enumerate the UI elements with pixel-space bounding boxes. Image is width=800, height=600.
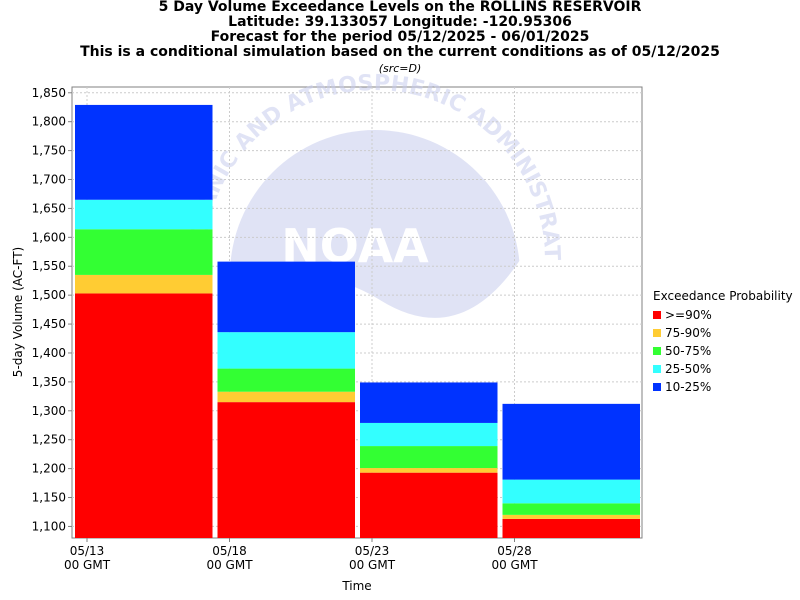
x-tick-label: 05/18 xyxy=(212,544,247,558)
bar-segment-25-50% xyxy=(502,479,640,504)
bar-segment-50-75% xyxy=(360,446,498,469)
bar-segment-50-75% xyxy=(75,229,213,275)
legend-items: >=90% 75-90% 50-75% 25-50% 10-25% xyxy=(653,306,793,396)
y-tick-label: 1,750 xyxy=(32,144,66,158)
x-tick-sublabel: 00 GMT xyxy=(206,558,253,572)
bar-segment-10-25% xyxy=(502,403,640,480)
bar-segment-10-25% xyxy=(217,261,355,333)
legend-item: 75-90% xyxy=(653,324,793,342)
legend-label: >=90% xyxy=(665,308,712,322)
x-tick-label: 05/28 xyxy=(497,544,532,558)
bar-segment-75-90% xyxy=(502,514,640,519)
bar-segment-25-50% xyxy=(75,199,213,230)
bar-segment-25-50% xyxy=(360,422,498,447)
bar-segment-75-90% xyxy=(75,274,213,294)
x-axis-label: Time xyxy=(341,579,371,593)
bar-segment-25-50% xyxy=(217,332,355,369)
title-line-3: Forecast for the period 05/12/2025 - 06/… xyxy=(210,29,590,45)
legend-label: 25-50% xyxy=(665,362,712,376)
y-tick-label: 1,100 xyxy=(32,519,66,533)
legend-item: >=90% xyxy=(653,306,793,324)
legend: Exceedance Probability >=90% 75-90% 50-75%… xyxy=(653,289,793,396)
bar-segment-75-90% xyxy=(217,391,355,403)
y-axis: 1,100 1,150 1,200 1,250 1,300 1,350 1,400 1,450… xyxy=(32,86,72,533)
x-tick-sublabel: 00 GMT xyxy=(64,558,111,572)
bar-segment-50-75% xyxy=(217,368,355,392)
x-tick-sublabel: 00 GMT xyxy=(491,558,538,572)
y-tick-label: 1,600 xyxy=(32,230,66,244)
y-tick-label: 1,150 xyxy=(32,491,66,505)
legend-item: 50-75% xyxy=(653,342,793,360)
legend-item: 10-25% xyxy=(653,378,793,396)
y-tick-label: 1,400 xyxy=(32,346,66,360)
legend-item: 25-50% xyxy=(653,360,793,378)
legend-label: 75-90% xyxy=(665,326,712,340)
y-tick-label: 1,550 xyxy=(32,259,66,273)
y-tick-label: 1,250 xyxy=(32,433,66,447)
legend-swatch xyxy=(653,383,661,391)
bar-segment->=90% xyxy=(217,402,355,538)
bar-segment-10-25% xyxy=(75,104,213,200)
legend-swatch xyxy=(653,365,661,373)
legend-swatch xyxy=(653,329,661,337)
bar-segment-50-75% xyxy=(502,503,640,515)
y-axis-label: 5-day Volume (AC-FT) xyxy=(11,247,25,377)
legend-title: Exceedance Probability xyxy=(653,289,793,303)
legend-label: 50-75% xyxy=(665,344,712,358)
title-line-4: This is a conditional simulation based o… xyxy=(80,44,720,60)
y-tick-label: 1,300 xyxy=(32,404,66,418)
y-tick-label: 1,350 xyxy=(32,375,66,389)
y-tick-label: 1,650 xyxy=(32,201,66,215)
legend-label: 10-25% xyxy=(665,380,712,394)
x-tick-sublabel: 00 GMT xyxy=(349,558,396,572)
x-tick-label: 05/23 xyxy=(355,544,390,558)
legend-swatch xyxy=(653,347,661,355)
title-line-2: Latitude: 39.133057 Longitude: -120.9530… xyxy=(228,14,572,30)
x-tick-label: 05/13 xyxy=(70,544,105,558)
bar-segment-75-90% xyxy=(360,468,498,473)
y-tick-label: 1,700 xyxy=(32,173,66,187)
bar-segment->=90% xyxy=(360,472,498,538)
y-tick-label: 1,450 xyxy=(32,317,66,331)
y-tick-label: 1,800 xyxy=(32,115,66,129)
bars-group xyxy=(75,104,640,538)
bar-segment->=90% xyxy=(75,293,213,538)
y-tick-label: 1,850 xyxy=(32,86,66,100)
bar-segment->=90% xyxy=(502,518,640,538)
bar-segment-10-25% xyxy=(360,382,498,423)
source-label: (src=D) xyxy=(378,62,422,75)
y-tick-label: 1,500 xyxy=(32,288,66,302)
y-tick-label: 1,200 xyxy=(32,462,66,476)
title-line-1: 5 Day Volume Exceedance Levels on the RO… xyxy=(158,0,642,15)
chart-titles: 5 Day Volume Exceedance Levels on the RO… xyxy=(0,0,800,76)
grid-lines xyxy=(72,87,642,538)
legend-swatch xyxy=(653,311,661,319)
